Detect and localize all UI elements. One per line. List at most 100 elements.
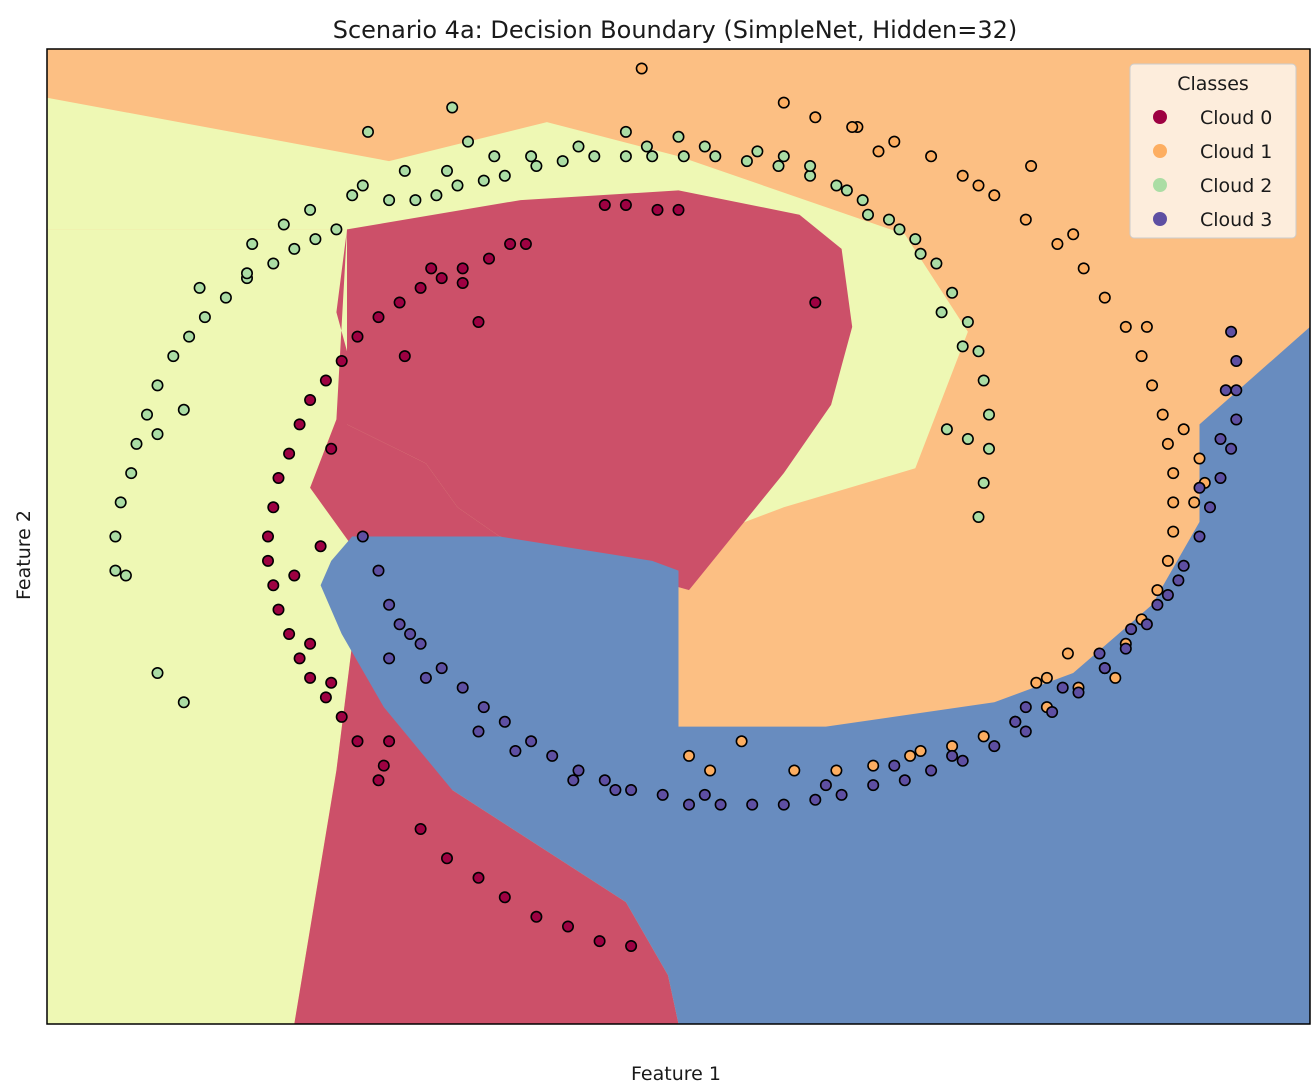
- point-cloud-0: [377, 759, 390, 772]
- point-cloud-2: [193, 281, 206, 294]
- point-cloud-0: [325, 676, 338, 689]
- point-cloud-2: [430, 189, 443, 202]
- point-cloud-1: [1025, 160, 1038, 173]
- point-cloud-3: [809, 793, 822, 806]
- point-cloud-3: [414, 637, 427, 650]
- point-cloud-0: [325, 442, 338, 455]
- point-cloud-1: [1188, 496, 1201, 509]
- point-cloud-3: [698, 788, 711, 801]
- point-cloud-0: [319, 374, 332, 387]
- point-cloud-2: [304, 203, 317, 216]
- point-cloud-2: [914, 247, 927, 260]
- point-cloud-1: [1077, 262, 1090, 275]
- point-cloud-0: [425, 262, 438, 275]
- point-cloud-1: [1167, 525, 1180, 538]
- point-cloud-2: [956, 340, 969, 353]
- legend-marker: [1153, 178, 1167, 192]
- point-cloud-1: [830, 764, 843, 777]
- point-cloud-0: [283, 627, 296, 640]
- legend-marker: [1153, 144, 1167, 158]
- point-cloud-2: [167, 350, 180, 363]
- point-cloud-2: [930, 257, 943, 270]
- point-cloud-1: [1193, 452, 1206, 465]
- point-cloud-0: [288, 569, 301, 582]
- point-cloud-3: [372, 564, 385, 577]
- point-cloud-1: [1040, 671, 1053, 684]
- point-cloud-2: [177, 696, 190, 709]
- point-cloud-3: [1151, 598, 1164, 611]
- point-cloud-1: [1061, 647, 1074, 660]
- point-cloud-2: [856, 194, 869, 207]
- point-cloud-2: [398, 164, 411, 177]
- point-cloud-3: [472, 725, 485, 738]
- point-cloud-2: [772, 160, 785, 173]
- point-cloud-2: [440, 164, 453, 177]
- point-cloud-1: [1030, 676, 1043, 689]
- point-cloud-3: [1193, 481, 1206, 494]
- point-cloud-2: [267, 257, 280, 270]
- point-cloud-3: [946, 749, 959, 762]
- point-cloud-1: [1140, 320, 1153, 333]
- point-cloud-3: [1072, 686, 1085, 699]
- point-cloud-3: [682, 798, 695, 811]
- point-cloud-2: [940, 423, 953, 436]
- point-cloud-3: [1161, 588, 1174, 601]
- legend-label: Cloud 0: [1200, 107, 1272, 129]
- point-cloud-3: [1177, 559, 1190, 572]
- point-cloud-0: [472, 871, 485, 884]
- point-cloud-2: [909, 233, 922, 246]
- point-cloud-0: [383, 735, 396, 748]
- point-cloud-1: [704, 764, 717, 777]
- point-cloud-2: [151, 428, 164, 441]
- point-cloud-1: [872, 145, 885, 158]
- point-cloud-1: [1167, 467, 1180, 480]
- point-cloud-2: [961, 432, 974, 445]
- point-cloud-3: [867, 779, 880, 792]
- point-cloud-0: [456, 262, 469, 275]
- decision-region-cloud-0: [347, 190, 853, 591]
- point-cloud-1: [1177, 423, 1190, 436]
- point-cloud-1: [846, 121, 859, 134]
- point-cloud-3: [656, 788, 669, 801]
- point-cloud-3: [1219, 384, 1232, 397]
- point-cloud-0: [319, 691, 332, 704]
- point-cloud-2: [977, 374, 990, 387]
- point-cloud-0: [335, 710, 348, 723]
- point-cloud-0: [393, 296, 406, 309]
- point-cloud-3: [1230, 384, 1243, 397]
- point-cloud-0: [561, 920, 574, 933]
- point-cloud-2: [125, 467, 138, 480]
- point-cloud-2: [361, 125, 374, 138]
- point-cloud-3: [1140, 618, 1153, 631]
- point-cloud-3: [546, 749, 559, 762]
- point-cloud-0: [435, 272, 448, 285]
- point-cloud-2: [246, 238, 259, 251]
- point-cloud-2: [640, 140, 653, 153]
- point-cloud-1: [888, 135, 901, 148]
- point-cloud-2: [893, 223, 906, 236]
- point-cloud-2: [525, 150, 538, 163]
- point-cloud-3: [456, 681, 469, 694]
- point-cloud-3: [1125, 623, 1138, 636]
- point-cloud-2: [946, 286, 959, 299]
- decision-region-cloud-3: [320, 326, 1310, 1024]
- legend-box: [1129, 63, 1297, 239]
- legend-label: Cloud 3: [1200, 209, 1272, 231]
- point-cloud-0: [372, 311, 385, 324]
- point-cloud-1: [1051, 238, 1064, 251]
- point-cloud-1: [988, 189, 1001, 202]
- point-cloud-2: [751, 145, 764, 158]
- point-cloud-1: [788, 764, 801, 777]
- point-cloud-3: [956, 754, 969, 767]
- point-cloud-0: [482, 252, 495, 265]
- point-cloud-2: [619, 125, 632, 138]
- decision-regions: [47, 49, 1310, 1024]
- point-cloud-3: [1230, 354, 1243, 367]
- point-cloud-3: [625, 783, 638, 796]
- point-cloud-3: [609, 783, 622, 796]
- point-cloud-2: [698, 140, 711, 153]
- point-cloud-0: [304, 637, 317, 650]
- point-cloud-2: [114, 496, 127, 509]
- point-cloud-1: [972, 179, 985, 192]
- point-cloud-3: [714, 798, 727, 811]
